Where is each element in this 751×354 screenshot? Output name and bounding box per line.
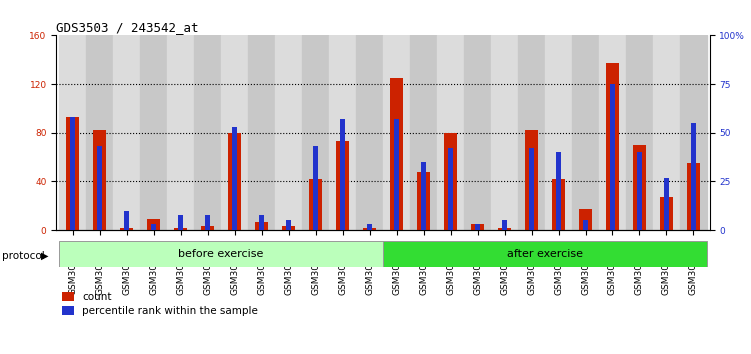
Bar	[275, 35, 302, 230]
Bar	[336, 141, 349, 230]
Bar	[383, 241, 707, 267]
Bar	[599, 35, 626, 230]
Bar	[124, 211, 129, 230]
Text: before exercise: before exercise	[178, 249, 264, 259]
Bar	[363, 228, 376, 230]
Bar	[255, 222, 268, 230]
Bar	[59, 241, 383, 267]
Bar	[471, 224, 484, 230]
Text: ▶: ▶	[41, 251, 48, 261]
Bar	[444, 133, 457, 230]
Bar	[552, 179, 566, 230]
Bar	[113, 35, 140, 230]
Bar	[529, 148, 534, 230]
Legend: count, percentile rank within the sample: count, percentile rank within the sample	[62, 292, 258, 316]
Bar	[448, 148, 453, 230]
Bar	[66, 117, 80, 230]
Bar	[502, 220, 507, 230]
Bar	[464, 35, 491, 230]
Bar	[329, 35, 356, 230]
Bar	[205, 215, 210, 230]
Bar	[97, 147, 102, 230]
Bar	[367, 224, 372, 230]
Bar	[201, 227, 214, 230]
Bar	[475, 224, 480, 230]
Bar	[119, 228, 133, 230]
Bar	[194, 35, 221, 230]
Bar	[248, 35, 275, 230]
Bar	[525, 130, 538, 230]
Bar	[545, 35, 572, 230]
Bar	[583, 220, 588, 230]
Bar	[313, 147, 318, 230]
Bar	[664, 178, 669, 230]
Bar	[556, 152, 561, 230]
Bar	[140, 35, 167, 230]
Bar	[146, 219, 160, 230]
Bar	[610, 84, 615, 230]
Bar	[417, 172, 430, 230]
Bar	[390, 78, 403, 230]
Bar	[394, 119, 399, 230]
Bar	[579, 210, 593, 230]
Text: protocol: protocol	[2, 251, 45, 261]
Bar	[302, 35, 329, 230]
Bar	[606, 63, 620, 230]
Bar	[491, 35, 518, 230]
Bar	[173, 228, 187, 230]
Bar	[680, 35, 707, 230]
Bar	[221, 35, 248, 230]
Bar	[178, 215, 183, 230]
Bar	[686, 163, 700, 230]
Bar	[228, 133, 241, 230]
Bar	[633, 145, 647, 230]
Bar	[659, 197, 673, 230]
Bar	[93, 130, 107, 230]
Bar	[572, 35, 599, 230]
Bar	[626, 35, 653, 230]
Bar	[232, 127, 237, 230]
Bar	[383, 35, 410, 230]
Text: GDS3503 / 243542_at: GDS3503 / 243542_at	[56, 21, 199, 34]
Bar	[151, 224, 156, 230]
Text: after exercise: after exercise	[507, 249, 583, 259]
Bar	[653, 35, 680, 230]
Bar	[437, 35, 464, 230]
Bar	[309, 179, 322, 230]
Bar	[70, 117, 75, 230]
Bar	[286, 220, 291, 230]
Bar	[340, 119, 345, 230]
Bar	[691, 123, 696, 230]
Bar	[167, 35, 194, 230]
Bar	[518, 35, 545, 230]
Bar	[410, 35, 437, 230]
Bar	[356, 35, 383, 230]
Bar	[282, 227, 295, 230]
Bar	[259, 215, 264, 230]
Bar	[421, 162, 426, 230]
Bar	[498, 228, 511, 230]
Bar	[59, 35, 86, 230]
Bar	[637, 152, 642, 230]
Bar	[86, 35, 113, 230]
